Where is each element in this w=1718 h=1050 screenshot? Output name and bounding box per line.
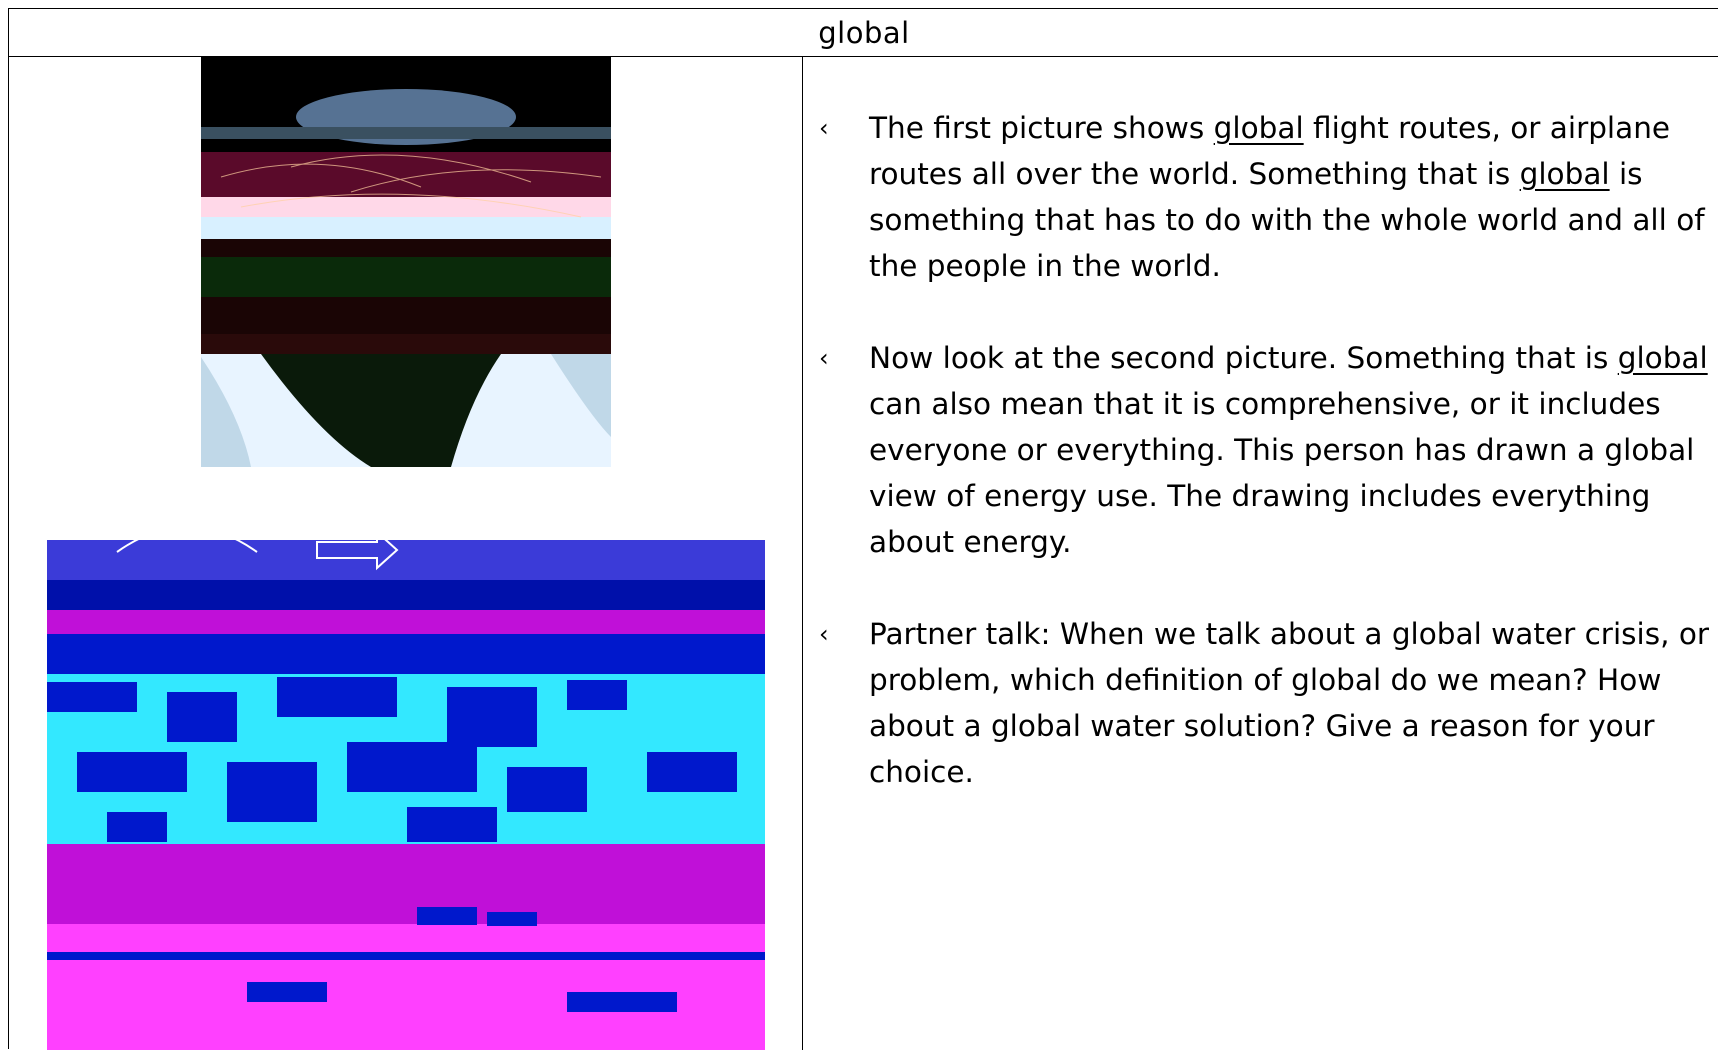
bullet-text: Partner talk: When we talk about a globa… xyxy=(869,617,1710,789)
energy-drawing-graphic xyxy=(47,512,765,1050)
vocabulary-table: global xyxy=(8,8,1718,1050)
underlined-word: global xyxy=(1617,341,1708,375)
bullet-text: can also mean that it is comprehensive, … xyxy=(869,387,1695,559)
bullet-marker: ‹ xyxy=(819,344,829,372)
bullet-text: The first picture shows xyxy=(869,111,1214,145)
bullet-partner-talk: ‹ Partner talk: When we talk about a glo… xyxy=(803,611,1718,795)
energy-use-drawing xyxy=(47,512,765,1050)
bullet-marker: ‹ xyxy=(819,114,829,142)
vocabulary-word: global xyxy=(818,15,910,50)
bullet-text: Now look at the second picture. Somethin… xyxy=(869,341,1618,375)
earth-flight-routes-photo xyxy=(201,57,611,467)
bullet-text: is something that has to do with the who… xyxy=(869,157,1705,283)
bullet-second-picture: ‹ Now look at the second picture. Someth… xyxy=(803,335,1718,565)
bullet-first-picture: ‹ The first picture shows global flight … xyxy=(803,105,1718,289)
bullet-marker: ‹ xyxy=(819,620,829,648)
earth-photo-graphic xyxy=(201,57,611,467)
title-row: global xyxy=(9,9,1718,57)
bullet-text: flight routes, or airplane routes all ov… xyxy=(869,111,1671,191)
explanation-list: ‹ The first picture shows global flight … xyxy=(803,105,1718,841)
explanation-cell: ‹ The first picture shows global flight … xyxy=(803,57,1718,1050)
pictures-cell xyxy=(9,57,803,1050)
underlined-word: global xyxy=(1213,111,1304,145)
underlined-word: global xyxy=(1519,157,1610,191)
